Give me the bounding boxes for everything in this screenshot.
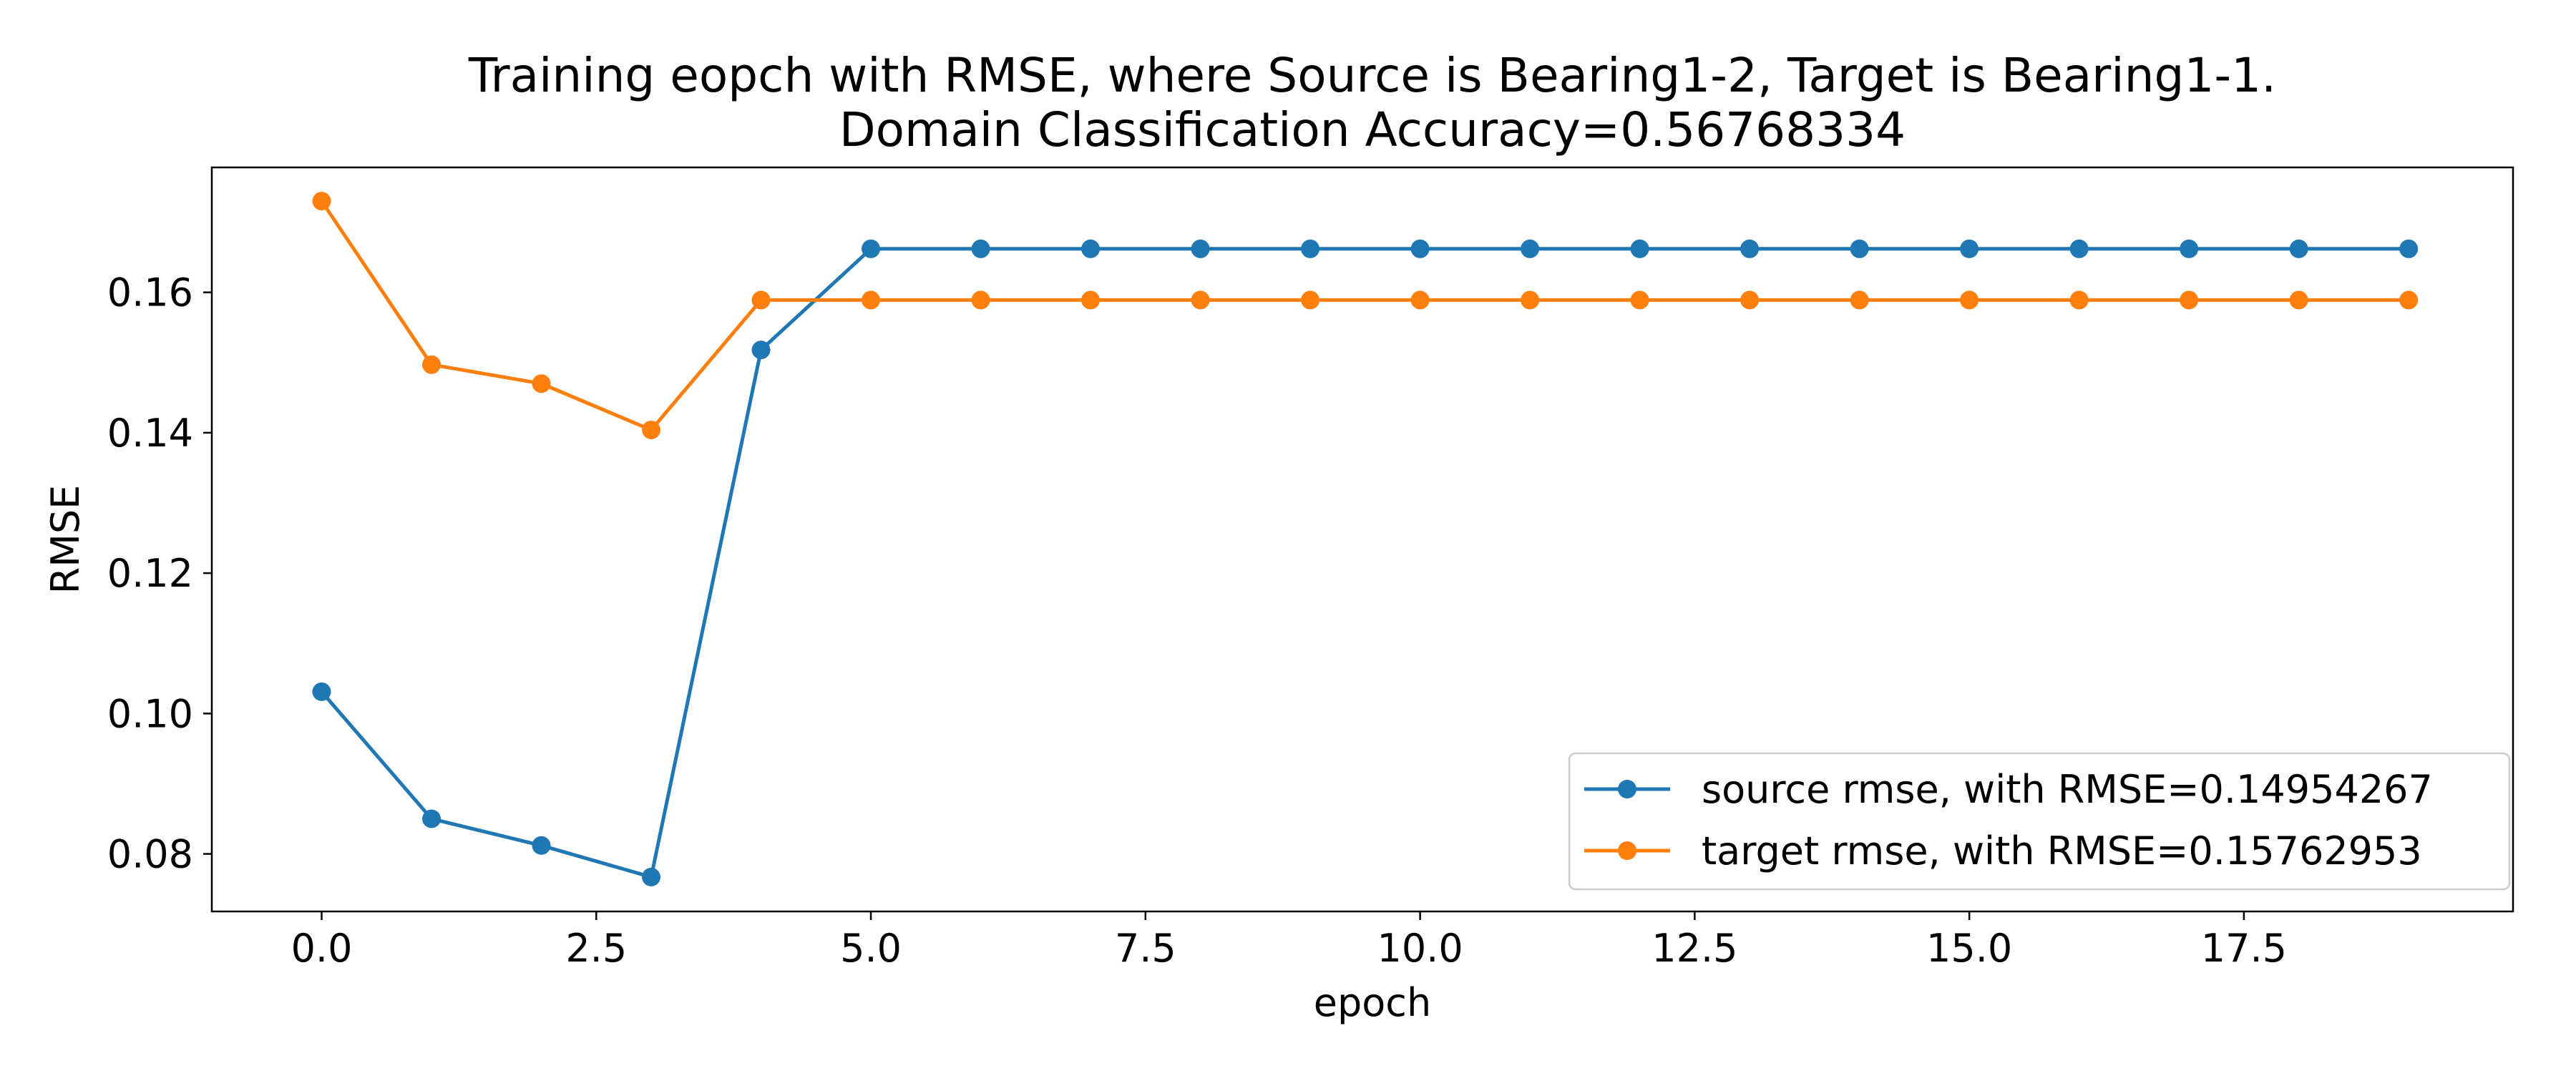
target-rmse-point xyxy=(642,420,661,439)
x-tick-label: 0.0 xyxy=(291,926,353,971)
source-rmse-point xyxy=(1410,239,1430,258)
y-tick-label: 0.08 xyxy=(107,832,193,877)
target-rmse-point xyxy=(2180,290,2199,310)
target-rmse-point xyxy=(532,374,551,393)
legend: source rmse, with RMSE=0.14954267 target… xyxy=(1568,752,2511,891)
source-rmse-point xyxy=(2180,239,2199,258)
target-rmse-point xyxy=(1521,290,1540,310)
target-rmse-point xyxy=(2399,290,2419,310)
source-rmse-point xyxy=(2069,239,2089,258)
source-rmse-point xyxy=(1081,239,1101,258)
y-tick-label: 0.10 xyxy=(107,691,193,736)
y-tick-label: 0.12 xyxy=(107,551,193,596)
x-tick-label: 15.0 xyxy=(1926,926,2012,971)
source-rmse-point xyxy=(2399,239,2419,258)
source-rmse-line xyxy=(318,247,2411,879)
target-rmse-point xyxy=(1740,290,1760,310)
x-tick-label: 5.0 xyxy=(840,926,902,971)
source-rmse-point xyxy=(1740,239,1760,258)
source-rmse-point xyxy=(312,682,331,701)
chart-subtitle: Domain Classification Accuracy=0.5676833… xyxy=(839,102,1906,157)
x-tick-label: 7.5 xyxy=(1115,926,1176,971)
target-rmse-point xyxy=(971,290,990,310)
y-axis-ticks: 0.08 0.10 0.12 0.14 0.16 xyxy=(107,270,212,877)
y-tick-label: 0.14 xyxy=(107,411,193,456)
chart-title: Training eopch with RMSE, where Source i… xyxy=(468,48,2276,103)
source-rmse-point xyxy=(862,239,881,258)
x-axis-ticks: 0.0 2.5 5.0 7.5 10.0 12.5 15.0 17.5 xyxy=(291,911,2287,971)
source-rmse-point xyxy=(1630,239,1649,258)
target-rmse-point xyxy=(1410,290,1430,310)
source-rmse-point xyxy=(532,836,551,855)
source-rmse-point xyxy=(1301,239,1320,258)
target-rmse-point xyxy=(1081,290,1101,310)
series-layer xyxy=(312,192,2419,886)
target-rmse-point xyxy=(1960,290,1979,310)
target-rmse-point xyxy=(1850,290,1869,310)
target-rmse-point xyxy=(1630,290,1649,310)
legend-box xyxy=(1568,752,2511,891)
x-tick-label: 2.5 xyxy=(565,926,627,971)
source-rmse-point xyxy=(1960,239,1979,258)
target-rmse-point xyxy=(422,355,441,374)
x-tick-label: 10.0 xyxy=(1377,926,1463,971)
y-tick-label: 0.16 xyxy=(107,270,193,316)
source-rmse-point xyxy=(751,341,771,360)
source-rmse-point xyxy=(422,809,441,828)
target-rmse-point xyxy=(751,290,771,310)
source-rmse-point xyxy=(1850,239,1869,258)
target-rmse-point xyxy=(1191,290,1210,310)
source-rmse-point xyxy=(971,239,990,258)
x-axis-label: epoch xyxy=(1314,980,1431,1025)
legend-target-label: target rmse, with RMSE=0.15762953 xyxy=(1702,828,2422,874)
legend-source-marker xyxy=(1618,780,1636,798)
y-axis-label: RMSE xyxy=(43,485,88,595)
legend-target-marker xyxy=(1618,841,1636,860)
source-rmse-point xyxy=(642,867,661,886)
legend-source-label: source rmse, with RMSE=0.14954267 xyxy=(1702,767,2433,812)
target-rmse-point xyxy=(312,192,331,211)
x-tick-label: 17.5 xyxy=(2201,926,2287,971)
target-rmse-point xyxy=(862,290,881,310)
source-rmse-point xyxy=(1191,239,1210,258)
source-rmse-point xyxy=(2289,239,2308,258)
target-rmse-point xyxy=(1301,290,1320,310)
target-rmse-point xyxy=(2289,290,2308,310)
x-tick-label: 12.5 xyxy=(1652,926,1737,971)
plot-area-frame xyxy=(210,166,2514,913)
target-rmse-line xyxy=(319,198,2411,432)
target-rmse-point xyxy=(2069,290,2089,310)
source-rmse-point xyxy=(1521,239,1540,258)
